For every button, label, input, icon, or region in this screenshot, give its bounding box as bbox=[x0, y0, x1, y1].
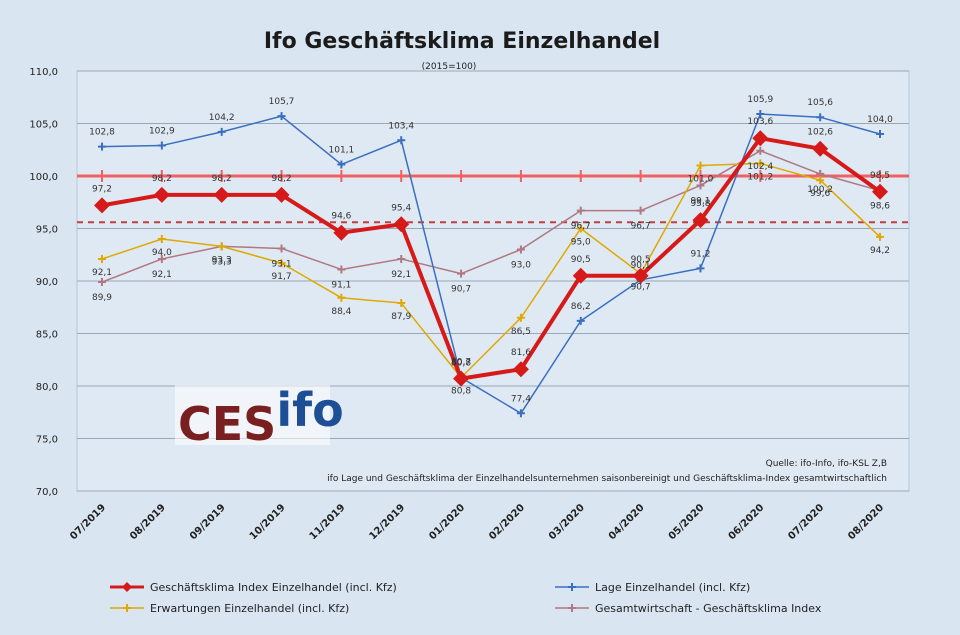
data-label: 92,1 bbox=[152, 270, 172, 280]
data-label: 87,9 bbox=[391, 312, 411, 322]
logo-ces: CES bbox=[178, 397, 276, 451]
legend-label: Erwartungen Einzelhandel (incl. Kfz) bbox=[150, 602, 349, 615]
y-tick-label: 105,0 bbox=[29, 120, 58, 131]
data-label: 98,5 bbox=[870, 171, 890, 181]
data-label: 95,4 bbox=[391, 203, 411, 213]
data-label: 98,6 bbox=[870, 202, 890, 212]
data-label: 105,9 bbox=[747, 95, 773, 105]
data-label: 93,0 bbox=[511, 261, 531, 271]
y-tick-label: 80,0 bbox=[36, 382, 58, 393]
y-tick-label: 95,0 bbox=[36, 225, 58, 236]
data-label: 90,7 bbox=[631, 283, 651, 293]
data-label: 98,2 bbox=[152, 174, 172, 184]
data-label: 101,0 bbox=[688, 175, 714, 185]
data-label: 86,2 bbox=[571, 302, 591, 312]
data-label: 91,2 bbox=[690, 249, 710, 259]
data-label: 93,1 bbox=[272, 259, 292, 269]
data-label: 90,5 bbox=[571, 255, 591, 265]
data-label: 90,7 bbox=[451, 285, 471, 295]
data-label: 95,0 bbox=[571, 238, 591, 248]
legend-label: Lage Einzelhandel (incl. Kfz) bbox=[595, 581, 750, 594]
logo-ifo: ifo bbox=[276, 383, 343, 437]
data-label: 91,1 bbox=[331, 280, 351, 290]
data-label: 99,6 bbox=[810, 189, 830, 199]
y-tick-label: 110,0 bbox=[29, 67, 58, 78]
source-line-2: ifo Lage und Geschäftsklima der Einzelha… bbox=[327, 474, 887, 484]
data-label: 80,7 bbox=[451, 358, 471, 368]
data-label: 103,6 bbox=[747, 117, 773, 127]
chart-title: Ifo Geschäftsklima Einzelhandel bbox=[264, 29, 660, 54]
data-label: 95,8 bbox=[690, 199, 710, 209]
legend-label: Gesamtwirtschaft - Geschäftsklima Index bbox=[595, 602, 822, 615]
cesifo-logo: CESifo bbox=[175, 383, 344, 451]
data-label: 103,4 bbox=[388, 121, 414, 131]
data-label: 102,6 bbox=[807, 128, 833, 138]
data-label: 105,6 bbox=[807, 98, 833, 108]
y-tick-label: 85,0 bbox=[36, 330, 58, 341]
y-tick-label: 100,0 bbox=[29, 172, 58, 183]
data-label: 102,9 bbox=[149, 127, 175, 137]
data-label: 77,4 bbox=[511, 394, 531, 404]
data-label: 91,7 bbox=[272, 272, 292, 282]
data-label: 97,2 bbox=[92, 184, 112, 194]
data-label: 105,7 bbox=[269, 97, 295, 107]
data-label: 90,5 bbox=[631, 255, 651, 265]
y-tick-label: 70,0 bbox=[36, 487, 58, 498]
data-label: 102,8 bbox=[89, 128, 115, 138]
data-label: 86,5 bbox=[511, 327, 531, 337]
data-label: 94,0 bbox=[152, 248, 172, 258]
data-label: 98,2 bbox=[212, 174, 232, 184]
data-label: 92,1 bbox=[92, 268, 112, 278]
data-label: 81,6 bbox=[511, 348, 531, 358]
source-line-1: Quelle: ifo-Info, ifo-KSL Z,B bbox=[766, 459, 887, 469]
data-label: 88,4 bbox=[331, 307, 351, 317]
data-label: 104,0 bbox=[867, 115, 893, 125]
y-tick-label: 75,0 bbox=[36, 435, 58, 446]
data-label: 94,2 bbox=[870, 246, 890, 256]
data-label: 96,7 bbox=[571, 222, 591, 232]
data-label: 102,4 bbox=[747, 162, 773, 172]
data-label: 80,8 bbox=[451, 387, 471, 397]
data-label: 94,6 bbox=[331, 212, 351, 222]
data-label: 98,2 bbox=[272, 174, 292, 184]
data-label: 92,1 bbox=[391, 270, 411, 280]
data-label: 89,9 bbox=[92, 293, 112, 303]
legend-label: Geschäftsklima Index Einzelhandel (incl.… bbox=[150, 581, 397, 594]
data-label: 101,1 bbox=[329, 145, 355, 155]
data-label: 104,2 bbox=[209, 113, 235, 123]
data-label: 93,3 bbox=[212, 255, 232, 265]
data-label: 96,7 bbox=[631, 222, 651, 232]
y-tick-label: 90,0 bbox=[36, 277, 58, 288]
data-label: 101,2 bbox=[747, 172, 773, 182]
